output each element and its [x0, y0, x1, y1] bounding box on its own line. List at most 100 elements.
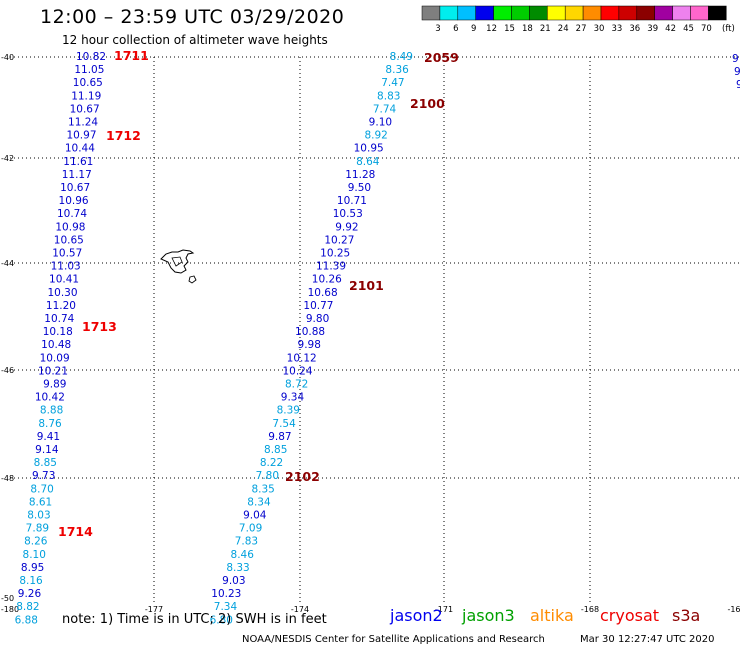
- wave-height-value: 7.54: [272, 418, 296, 430]
- wave-height-value: 9.92: [335, 221, 358, 233]
- wave-height-value: 8.10: [23, 549, 46, 561]
- map-subtitle: 12 hour collection of altimeter wave hei…: [62, 33, 328, 47]
- wave-height-value: 8.70: [30, 483, 53, 495]
- wave-height-value: 8.83: [377, 90, 400, 102]
- pass-time-labels: 1711 1712 1713 1714 2059 2100 2101 2102: [58, 48, 459, 539]
- wave-height-value: 8.35: [251, 483, 274, 495]
- wave-height-value: 8.88: [40, 405, 63, 417]
- right-track: 8.498.367.478.837.749.108.9210.958.6411.…: [210, 51, 413, 626]
- wave-height-value: 11.39: [316, 261, 346, 273]
- pass-time-label: 1711: [114, 48, 149, 63]
- lon-tick: -177: [145, 605, 163, 614]
- wave-height-value: 11.61: [63, 156, 93, 168]
- colorbar-label-10: 33: [611, 24, 622, 34]
- wave-height-value: 10.44: [65, 143, 95, 155]
- wave-height-value: 10.23: [211, 588, 241, 600]
- wave-height-value: 9.10: [369, 117, 392, 129]
- lat-tick: -46: [1, 366, 14, 375]
- wave-height-value: 10.65: [73, 77, 103, 89]
- lat-tick: -50: [1, 594, 14, 603]
- colorbar-label-7: 24: [558, 24, 569, 34]
- wave-height-value: 9.03: [222, 575, 245, 587]
- wave-height-value: 9.89: [43, 379, 66, 391]
- wave-height-value: 7.89: [26, 523, 49, 535]
- colorbar-label-3: 12: [486, 24, 497, 34]
- wave-height-value: 9.80: [306, 313, 329, 325]
- edge-values: 999: [732, 53, 740, 91]
- lat-tick: -40: [1, 53, 14, 62]
- wave-height-value: 7.47: [381, 77, 404, 89]
- edge-wave-value: 9: [736, 79, 740, 91]
- colorbar-label-8: 27: [576, 24, 587, 34]
- wave-height-value: 11.19: [71, 90, 101, 102]
- credit-text: NOAA/NESDIS Center for Satellite Applica…: [242, 634, 545, 645]
- wave-height-value: 10.71: [337, 195, 367, 207]
- wave-height-value: 10.09: [40, 352, 70, 364]
- lon-tick: -168: [581, 605, 599, 614]
- colorbar-unit: (ft): [722, 24, 735, 34]
- wave-height-value: 10.12: [287, 352, 317, 364]
- wave-height-value: 7.80: [256, 470, 279, 482]
- wave-height-value: 10.41: [49, 274, 79, 286]
- wave-height-value: 11.17: [62, 169, 92, 181]
- wave-height-value: 8.64: [356, 156, 380, 168]
- colorbar-label-15: 70: [701, 24, 712, 34]
- wave-height-value: 9.87: [268, 431, 291, 443]
- lat-tick: -44: [1, 259, 14, 268]
- wave-height-value: 9.41: [37, 431, 60, 443]
- wave-height-value: 8.49: [390, 51, 413, 63]
- wave-height-value: 6.88: [15, 614, 38, 626]
- legend-altika: altika: [530, 606, 574, 625]
- colorbar-label-6: 21: [540, 24, 551, 34]
- colorbar-label-9: 30: [594, 24, 605, 34]
- map-title: 12:00 – 23:59 UTC 03/29/2020: [40, 6, 345, 28]
- wave-height-value: 9.34: [281, 392, 305, 404]
- colorbar-label-0: 3: [435, 24, 440, 34]
- wave-height-value: 9.98: [298, 339, 321, 351]
- wave-height-value: 8.22: [260, 457, 283, 469]
- wave-height-value: 11.05: [74, 64, 104, 76]
- left-track: 10.8211.0510.6511.1910.6711.2410.9710.44…: [15, 51, 106, 626]
- wave-height-value: 11.20: [46, 300, 76, 312]
- wave-height-value: 7.09: [239, 523, 262, 535]
- wave-height-value: 10.42: [35, 392, 65, 404]
- wave-height-value: 8.33: [226, 562, 249, 574]
- lat-tick: -48: [1, 474, 14, 483]
- wave-height-value: 9.14: [35, 444, 59, 456]
- wave-height-value: 10.96: [59, 195, 89, 207]
- wave-height-value: 9.04: [243, 510, 267, 522]
- wave-height-value: 10.77: [303, 300, 333, 312]
- lon-tick: -174: [291, 605, 309, 614]
- pass-time-label: 2059: [424, 50, 459, 65]
- generated-timestamp: Mar 30 12:27:47 UTC 2020: [580, 634, 715, 645]
- wave-height-colorbar: 3 6 9 12 15 18 21 24 27 30 33 36 39 42 45 70 (ft): [421, 5, 735, 34]
- wave-height-value: 10.18: [43, 326, 73, 338]
- colorbar-label-1: 6: [453, 24, 458, 34]
- lat-tick: -42: [1, 154, 14, 163]
- colorbar-swatch-16: [708, 5, 727, 21]
- lon-tick: -180: [1, 605, 19, 614]
- pass-time-label: 2101: [349, 278, 384, 293]
- wave-height-value: 10.82: [76, 51, 106, 63]
- pass-time-label: 1713: [82, 319, 117, 334]
- lon-tick: -16: [727, 605, 740, 614]
- legend-jason2: jason2: [390, 606, 443, 625]
- wave-height-value: 6.80: [210, 614, 233, 626]
- wave-height-value: 9.73: [32, 470, 55, 482]
- wave-height-value: 10.26: [312, 274, 342, 286]
- wave-height-value: 8.46: [231, 549, 255, 561]
- wave-height-value: 8.39: [277, 405, 300, 417]
- chatham-islands-coastline: [160, 249, 197, 284]
- edge-wave-value: 9: [734, 66, 740, 78]
- wave-height-value: 8.16: [19, 575, 43, 587]
- wave-height-value: 10.21: [38, 365, 68, 377]
- wave-height-value: 10.57: [52, 248, 82, 260]
- legend-s3a: s3a: [672, 606, 701, 625]
- pass-time-label: 2100: [410, 96, 445, 111]
- wave-height-value: 10.53: [333, 208, 363, 220]
- colorbar-label-12: 39: [647, 24, 658, 34]
- wave-height-value: 8.34: [247, 496, 271, 508]
- colorbar-label-2: 9: [471, 24, 476, 34]
- wave-height-value: 8.26: [24, 536, 48, 548]
